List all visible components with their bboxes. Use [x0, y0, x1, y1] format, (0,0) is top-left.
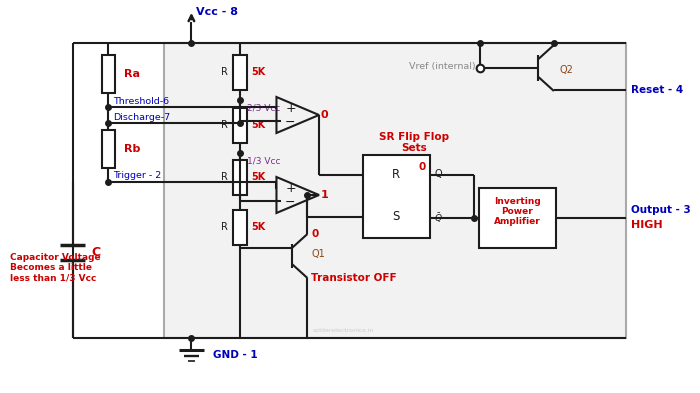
Text: Inverting: Inverting [494, 196, 540, 206]
Text: C: C [92, 246, 101, 259]
Text: +: + [285, 103, 296, 116]
Text: Discharge-7: Discharge-7 [113, 112, 170, 121]
Bar [102, 130, 115, 168]
Text: 1/3 Vcc: 1/3 Vcc [248, 156, 281, 165]
Text: Q1: Q1 [312, 249, 325, 259]
Text: solderelectronics.in: solderelectronics.in [312, 327, 374, 332]
Text: +: + [285, 182, 296, 195]
Text: Sets: Sets [401, 143, 426, 153]
Text: HIGH: HIGH [631, 220, 663, 230]
Bar [363, 155, 430, 238]
Text: Trigger - 2: Trigger - 2 [113, 171, 162, 180]
Text: 0: 0 [312, 229, 318, 239]
Text: Ra: Ra [124, 69, 140, 79]
Bar [233, 108, 246, 143]
Text: 0: 0 [321, 110, 328, 120]
Text: 5K: 5K [251, 120, 265, 130]
Bar [102, 55, 115, 93]
Text: SR Flip Flop: SR Flip Flop [379, 132, 449, 142]
Text: −: − [285, 195, 295, 209]
Text: Amplifier: Amplifier [494, 217, 540, 226]
Text: 2/3 Vcc: 2/3 Vcc [248, 103, 281, 112]
Text: $\bar{Q}$: $\bar{Q}$ [434, 211, 443, 225]
Bar [233, 55, 246, 90]
Text: Q2: Q2 [560, 65, 573, 75]
Text: R: R [221, 172, 228, 182]
Text: −: − [285, 116, 295, 129]
Text: 5K: 5K [251, 172, 265, 182]
Text: Capacitor Voltage
Becomes a little
less than 1/3 Vcc: Capacitor Voltage Becomes a little less … [10, 253, 100, 283]
Text: Vcc - 8: Vcc - 8 [196, 7, 238, 17]
Text: S: S [393, 211, 400, 224]
Text: Q: Q [434, 169, 442, 179]
Bar [164, 43, 626, 338]
Text: Transistor OFF: Transistor OFF [312, 273, 397, 283]
Text: Rb: Rb [124, 144, 140, 154]
Text: R: R [221, 120, 228, 130]
Text: R: R [392, 169, 400, 182]
Text: 5K: 5K [251, 222, 265, 232]
Bar [479, 188, 556, 248]
Text: 1: 1 [321, 190, 329, 200]
Text: Reset - 4: Reset - 4 [631, 85, 683, 95]
Text: Power: Power [501, 206, 533, 215]
Text: 5K: 5K [251, 67, 265, 77]
Bar [233, 160, 246, 195]
Text: Threshold-6: Threshold-6 [113, 97, 169, 105]
Bar [233, 210, 246, 245]
Text: R: R [221, 222, 228, 232]
Text: Output - 3: Output - 3 [631, 205, 691, 215]
Text: Vref (internal): Vref (internal) [409, 62, 475, 72]
Text: 0: 0 [419, 162, 426, 172]
Text: R: R [221, 67, 228, 77]
Text: GND - 1: GND - 1 [213, 350, 258, 360]
